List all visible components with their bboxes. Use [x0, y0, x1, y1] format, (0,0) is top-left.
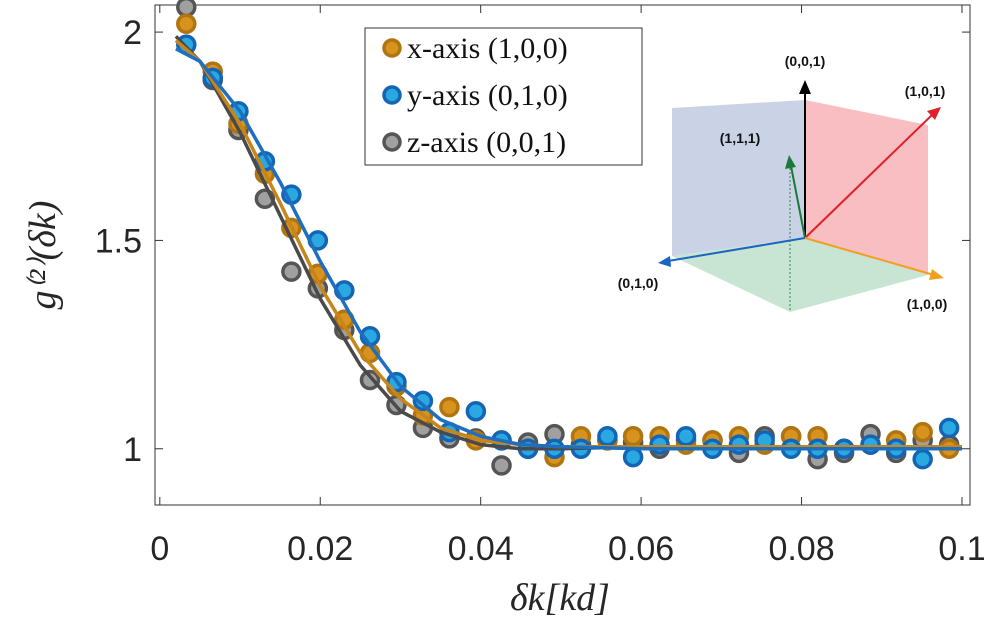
legend-label: x-axis (1,0,0) [407, 32, 568, 65]
x-tick-label: 0 [150, 530, 169, 568]
arrow [804, 114, 933, 239]
arrowhead [658, 256, 671, 267]
legend-marker [382, 85, 402, 105]
legend-marker [382, 132, 402, 152]
fit-line [174, 39, 962, 449]
arrowhead [927, 107, 941, 120]
arrowhead [785, 155, 796, 169]
legend-marker [382, 38, 402, 58]
point [912, 421, 933, 443]
arrowhead [799, 80, 811, 94]
point [176, 13, 197, 34]
point [465, 401, 487, 422]
x-tick-label: 0.02 [287, 530, 353, 568]
arrow [667, 237, 806, 262]
point [938, 417, 960, 439]
fit-line [175, 47, 962, 451]
x-tick-label: 0.04 [448, 530, 514, 568]
inset-label: (1,0,0) [907, 296, 947, 312]
x-tick-label: 0.1 [938, 530, 985, 568]
point [622, 446, 644, 468]
legend-box [364, 27, 643, 166]
inset-label: (0,1,0) [618, 275, 658, 291]
inset-label: (1,1,1) [720, 130, 760, 146]
point [622, 426, 644, 447]
y-tick-label: 1 [123, 431, 142, 469]
inset-label: (1,0,1) [905, 83, 945, 99]
x-tick-label: 0.08 [768, 530, 834, 568]
point [176, 0, 197, 18]
point [281, 261, 302, 282]
point [675, 426, 697, 447]
arrowhead [929, 269, 944, 280]
plane [672, 100, 805, 256]
point [359, 369, 381, 391]
legend-label: z-axis (0,0,1) [407, 126, 566, 159]
inset-diagram: (0,0,1) (1,0,1) (1,1,1) (0,1,0) (1,0,0) [618, 53, 947, 312]
fits [174, 35, 962, 451]
plane [805, 100, 928, 275]
arrow [790, 165, 806, 239]
x-tick-label: 0.06 [608, 530, 674, 568]
arrow [804, 237, 935, 276]
legend-label: y-axis (0,1,0) [407, 79, 568, 112]
point [412, 390, 434, 412]
point [439, 396, 460, 418]
x-axis-label: δk[kd] [510, 577, 610, 619]
plot-frame [154, 4, 971, 506]
plane [672, 238, 928, 312]
point [912, 448, 933, 470]
y-axis-label: g⁽²⁾(δk) [22, 201, 64, 310]
point [597, 426, 618, 447]
point [491, 455, 512, 476]
y-tick-label: 2 [123, 14, 142, 52]
inset-label: (0,0,1) [785, 53, 825, 69]
y-tick-label: 1.5 [95, 222, 142, 260]
